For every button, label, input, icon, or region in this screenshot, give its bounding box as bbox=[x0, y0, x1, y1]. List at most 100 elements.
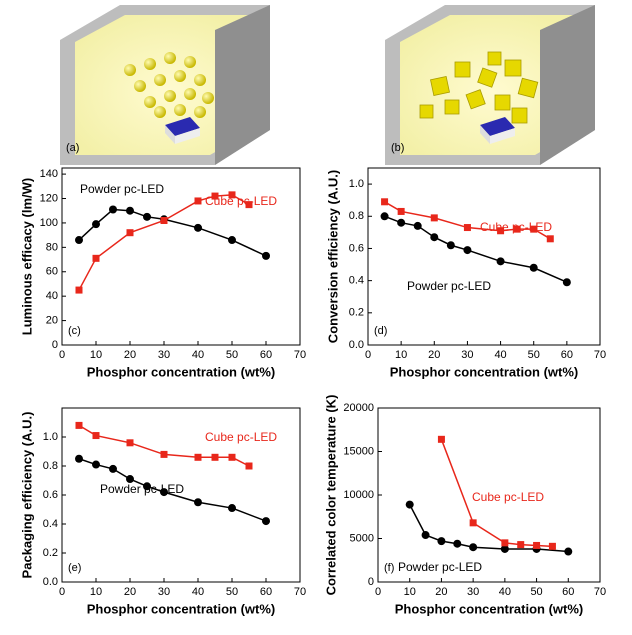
marker bbox=[262, 517, 270, 526]
y-axis-label: Packaging efficiency (A.U.) bbox=[19, 412, 34, 579]
marker bbox=[421, 531, 430, 540]
y-tick-label: 0.0 bbox=[349, 339, 364, 351]
marker bbox=[109, 205, 117, 214]
marker bbox=[262, 251, 270, 260]
x-tick-label: 70 bbox=[294, 586, 306, 598]
marker bbox=[380, 212, 389, 221]
y-tick-label: 15000 bbox=[343, 445, 374, 457]
x-tick-label: 10 bbox=[90, 586, 102, 598]
marker bbox=[397, 207, 405, 215]
x-tick-label: 10 bbox=[404, 586, 416, 598]
x-tick-label: 0 bbox=[365, 349, 371, 361]
marker bbox=[109, 464, 117, 473]
marker bbox=[126, 206, 134, 215]
marker bbox=[143, 482, 151, 491]
marker bbox=[75, 236, 83, 245]
series-label: Powder pc-LED bbox=[407, 279, 491, 293]
marker bbox=[126, 439, 134, 447]
x-tick-label: 60 bbox=[260, 586, 272, 598]
x-axis-label: Phosphor concentration (wt%) bbox=[87, 364, 276, 379]
marker bbox=[405, 500, 414, 509]
x-tick-label: 40 bbox=[494, 349, 506, 361]
illustration-a: (a) bbox=[60, 5, 270, 165]
y-tick-label: 0 bbox=[368, 576, 374, 588]
x-tick-label: 70 bbox=[594, 586, 606, 598]
marker bbox=[430, 214, 438, 222]
marker bbox=[245, 462, 253, 470]
y-tick-label: 40 bbox=[46, 290, 58, 302]
panel-label: (f) bbox=[384, 562, 394, 574]
chart: 0 10 20 30 40 50 60 70 0.0 0.2 0.4 0.6 0.8 1.0 Phospho… bbox=[19, 407, 306, 616]
panel-label: (e) bbox=[68, 562, 81, 574]
marker bbox=[228, 191, 236, 199]
panel-label: (b) bbox=[391, 142, 404, 154]
illustration-b: (b) bbox=[385, 5, 595, 165]
y-tick-label: 140 bbox=[40, 168, 58, 180]
panel-label: (d) bbox=[374, 325, 387, 337]
marker bbox=[126, 229, 134, 237]
x-tick-label: 40 bbox=[192, 586, 204, 598]
marker bbox=[160, 216, 168, 224]
marker bbox=[564, 547, 573, 556]
series-line bbox=[409, 504, 569, 553]
x-tick-label: 0 bbox=[375, 586, 381, 598]
x-axis-label: Phosphor concentration (wt%) bbox=[87, 601, 276, 616]
marker bbox=[92, 460, 100, 469]
marker bbox=[548, 542, 556, 550]
y-tick-label: 5000 bbox=[350, 532, 374, 544]
x-tick-label: 30 bbox=[461, 349, 473, 361]
x-tick-label: 70 bbox=[594, 349, 606, 361]
x-tick-label: 60 bbox=[562, 586, 574, 598]
series-label: Cube pc-LED bbox=[472, 490, 544, 504]
marker bbox=[194, 498, 202, 507]
x-tick-label: 50 bbox=[528, 349, 540, 361]
marker bbox=[211, 453, 219, 461]
series-label: Powder pc-LED bbox=[398, 560, 482, 574]
plot-frame bbox=[367, 167, 601, 346]
marker bbox=[381, 198, 389, 206]
marker bbox=[228, 504, 236, 513]
marker bbox=[75, 454, 83, 463]
marker bbox=[463, 224, 471, 232]
marker bbox=[437, 537, 446, 546]
y-tick-label: 10000 bbox=[343, 489, 374, 501]
x-tick-label: 40 bbox=[499, 586, 511, 598]
y-tick-label: 0.6 bbox=[349, 242, 364, 254]
y-tick-label: 0.8 bbox=[349, 210, 364, 222]
marker bbox=[501, 539, 509, 547]
y-tick-label: 20 bbox=[46, 314, 58, 326]
marker bbox=[75, 421, 83, 429]
y-tick-label: 0.2 bbox=[43, 547, 58, 559]
marker bbox=[194, 453, 202, 461]
marker bbox=[562, 278, 571, 287]
series-label: Powder pc-LED bbox=[80, 182, 164, 196]
x-tick-label: 10 bbox=[395, 349, 407, 361]
marker bbox=[496, 257, 505, 266]
y-tick-label: 1.0 bbox=[349, 178, 364, 190]
marker bbox=[500, 544, 509, 553]
x-tick-label: 40 bbox=[192, 349, 204, 361]
x-tick-label: 60 bbox=[260, 349, 272, 361]
marker bbox=[92, 432, 100, 440]
y-tick-label: 0.2 bbox=[349, 307, 364, 319]
marker bbox=[126, 475, 134, 484]
marker bbox=[245, 201, 253, 209]
marker bbox=[446, 241, 455, 250]
marker bbox=[160, 450, 168, 458]
x-axis-label: Phosphor concentration (wt%) bbox=[395, 601, 584, 616]
y-axis-label: Correlated color temperature (K) bbox=[323, 395, 338, 596]
marker bbox=[437, 435, 445, 443]
marker bbox=[194, 197, 202, 205]
x-tick-label: 30 bbox=[158, 349, 170, 361]
x-tick-label: 20 bbox=[124, 586, 136, 598]
marker bbox=[92, 220, 100, 229]
marker bbox=[413, 221, 422, 230]
y-tick-label: 100 bbox=[40, 217, 58, 229]
marker bbox=[194, 223, 202, 232]
chart: 0 10 20 30 40 50 60 70 0.0 0.2 0.4 0.6 0.8 1.0 Phospho… bbox=[325, 167, 606, 379]
marker bbox=[75, 286, 83, 294]
marker bbox=[529, 263, 538, 272]
x-tick-label: 70 bbox=[294, 349, 306, 361]
y-axis-label: Luminous efficacy (lm/W) bbox=[19, 178, 34, 335]
